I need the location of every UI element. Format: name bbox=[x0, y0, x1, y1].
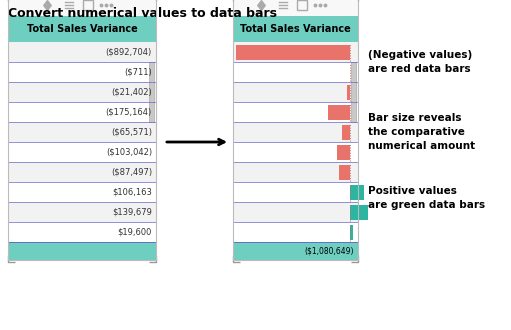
Text: ($87,497): ($87,497) bbox=[111, 168, 152, 177]
Bar bbox=[8, 162, 156, 182]
Bar bbox=[350, 224, 353, 240]
Bar bbox=[8, 82, 156, 102]
Bar bbox=[233, 102, 358, 122]
Bar bbox=[236, 45, 350, 59]
Bar bbox=[8, 182, 156, 202]
Bar bbox=[296, 0, 307, 10]
Bar bbox=[233, 122, 358, 142]
Bar bbox=[342, 124, 350, 140]
Text: Bar size reveals
the comparative
numerical amount: Bar size reveals the comparative numeric… bbox=[368, 113, 475, 151]
Bar bbox=[8, 102, 156, 122]
Bar bbox=[339, 164, 350, 180]
Bar bbox=[8, 242, 156, 260]
Bar bbox=[8, 0, 156, 16]
Text: ($1,080,649): ($1,080,649) bbox=[305, 247, 354, 255]
Bar bbox=[233, 162, 358, 182]
Text: ($892,704): ($892,704) bbox=[106, 48, 152, 56]
Bar bbox=[8, 222, 156, 242]
Text: Total Sales Variance: Total Sales Variance bbox=[240, 24, 351, 34]
Text: $106,163: $106,163 bbox=[112, 187, 152, 196]
Bar bbox=[233, 0, 358, 16]
Bar bbox=[8, 0, 156, 260]
Bar bbox=[233, 222, 358, 242]
Text: $19,600: $19,600 bbox=[118, 227, 152, 237]
Bar bbox=[351, 62, 356, 122]
Text: ($21,402): ($21,402) bbox=[111, 87, 152, 96]
Bar bbox=[328, 105, 350, 119]
Bar bbox=[233, 62, 358, 82]
Text: Convert numerical values to data bars: Convert numerical values to data bars bbox=[8, 7, 277, 20]
Bar bbox=[337, 145, 350, 159]
Bar bbox=[8, 42, 156, 62]
Bar bbox=[233, 82, 358, 102]
Text: ($175,164): ($175,164) bbox=[106, 108, 152, 116]
Bar bbox=[233, 0, 358, 260]
Text: ($65,571): ($65,571) bbox=[111, 127, 152, 137]
Bar bbox=[8, 202, 156, 222]
Bar bbox=[233, 42, 358, 62]
Bar bbox=[233, 182, 358, 202]
Bar bbox=[233, 202, 358, 222]
Text: Total Sales Variance: Total Sales Variance bbox=[27, 24, 137, 34]
Bar bbox=[149, 62, 154, 122]
Bar bbox=[350, 205, 368, 219]
Text: (Negative values)
are red data bars: (Negative values) are red data bars bbox=[368, 50, 472, 74]
Bar bbox=[233, 242, 358, 260]
Bar bbox=[233, 142, 358, 162]
Bar bbox=[350, 184, 363, 200]
Text: ($103,042): ($103,042) bbox=[106, 148, 152, 156]
Bar bbox=[8, 142, 156, 162]
Bar bbox=[8, 16, 156, 42]
Bar bbox=[8, 62, 156, 82]
Bar bbox=[347, 84, 350, 100]
Text: Positive values
are green data bars: Positive values are green data bars bbox=[368, 186, 485, 210]
Bar bbox=[233, 16, 358, 42]
Bar bbox=[83, 0, 93, 10]
Text: ($711): ($711) bbox=[124, 68, 152, 77]
Bar bbox=[8, 122, 156, 142]
Text: $139,679: $139,679 bbox=[112, 208, 152, 216]
